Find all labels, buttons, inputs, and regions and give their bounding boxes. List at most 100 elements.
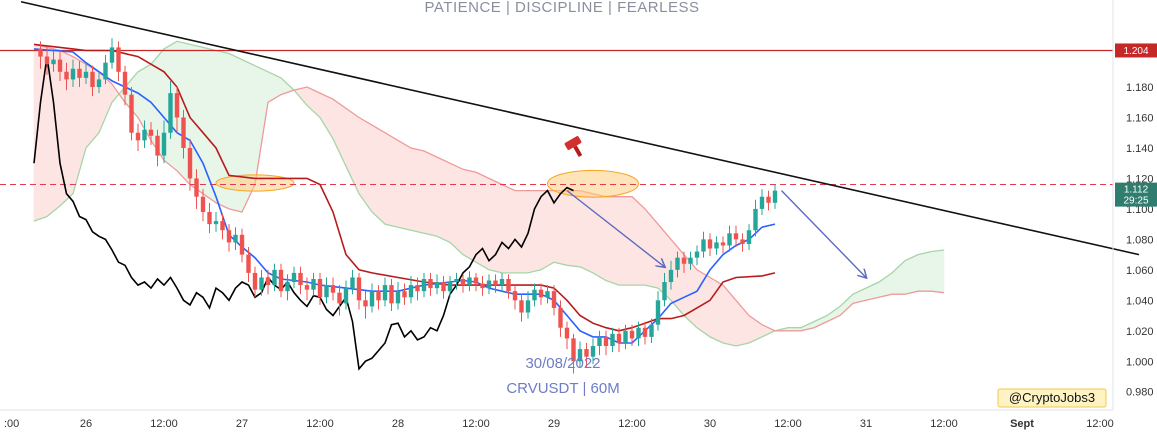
time-tick-label: :00 xyxy=(4,418,19,430)
candle-body xyxy=(356,277,362,301)
candle-body xyxy=(532,289,537,301)
cloud-segment xyxy=(612,196,620,286)
candle xyxy=(226,224,232,252)
cloud-segment xyxy=(384,132,392,227)
candle xyxy=(519,294,524,322)
candle-body xyxy=(746,230,752,244)
cloud-segment xyxy=(930,250,938,293)
cloud-segment xyxy=(540,190,548,271)
candle xyxy=(642,321,648,345)
candle xyxy=(168,80,173,139)
time-tick-label: 12:00 xyxy=(1086,418,1114,430)
candle xyxy=(766,190,771,211)
cloud-segment xyxy=(638,202,646,286)
candle-body xyxy=(740,239,745,244)
cloud-segment xyxy=(729,291,737,347)
candle-body xyxy=(636,327,641,339)
candle xyxy=(649,318,654,343)
candle xyxy=(83,62,89,84)
candle xyxy=(109,38,115,69)
price-tick-label: 1.140 xyxy=(1126,143,1154,155)
candle xyxy=(272,263,277,292)
candle-body xyxy=(291,272,297,283)
time-tick-label: 27 xyxy=(236,418,248,430)
price-tick-label: 1.180 xyxy=(1126,82,1154,94)
highlight-zones xyxy=(215,169,639,198)
candle-body xyxy=(421,278,427,292)
candle xyxy=(324,277,329,304)
candle-body xyxy=(597,336,602,347)
candle xyxy=(480,275,485,296)
time-axis[interactable]: :00 26 12:00 27 12:00 28 12:00 29 12:00 30 12:00 31… xyxy=(4,418,1114,430)
candle-body xyxy=(116,47,121,72)
cloud-segment xyxy=(378,128,386,225)
time-tick-label: Sept xyxy=(1010,418,1034,430)
cloud-segment xyxy=(917,252,925,292)
highlight-zone xyxy=(215,174,295,192)
cloud-segment xyxy=(358,116,366,204)
candle-body xyxy=(447,282,453,292)
candle-body xyxy=(38,48,43,57)
candle-body xyxy=(161,132,167,156)
candle xyxy=(330,277,336,301)
resistance-badge-bg xyxy=(1115,43,1157,58)
candle-body xyxy=(213,221,219,225)
candle-body xyxy=(389,285,394,304)
candle-body xyxy=(460,278,466,286)
candle xyxy=(135,123,141,152)
candle-body xyxy=(545,291,550,298)
candle xyxy=(753,199,758,237)
candle-body xyxy=(473,277,479,284)
candle-body xyxy=(623,330,628,343)
current-price-value: 1.112 xyxy=(1124,185,1149,196)
candle-body xyxy=(584,349,589,357)
candle-body xyxy=(577,349,583,362)
candle xyxy=(246,246,251,283)
candle-body xyxy=(512,291,518,301)
candle-body xyxy=(103,62,108,80)
candle-body xyxy=(122,71,128,95)
candle xyxy=(220,213,225,240)
candle-body xyxy=(603,336,609,347)
candle xyxy=(727,225,732,252)
candle xyxy=(213,211,219,232)
candle-body xyxy=(278,269,284,292)
candle-body xyxy=(57,59,63,72)
candle xyxy=(590,338,596,365)
candle xyxy=(90,65,95,97)
price-tick-label: 1.100 xyxy=(1126,204,1154,216)
candle xyxy=(285,274,290,301)
candle-body xyxy=(772,190,778,203)
candle-body xyxy=(363,300,368,307)
gavel-icon xyxy=(564,136,583,157)
candle-body xyxy=(298,272,303,286)
candle xyxy=(38,41,43,69)
candle xyxy=(454,272,459,290)
candle xyxy=(597,330,602,356)
cloud-segment xyxy=(410,147,418,233)
candle xyxy=(122,65,128,106)
candle-body xyxy=(142,129,147,141)
cloud-segment xyxy=(586,191,594,274)
candle-body xyxy=(688,257,693,264)
candle xyxy=(382,277,388,307)
candle-body xyxy=(194,178,199,197)
candle xyxy=(70,59,76,88)
cloud-segment xyxy=(365,120,373,213)
candle xyxy=(291,266,297,289)
candle-body xyxy=(428,278,433,289)
price-axis[interactable]: 1.180 1.160 1.140 1.120 1.100 1.080 1.060 1.040… xyxy=(1126,82,1154,399)
cloud-segment xyxy=(196,45,204,195)
candle-body xyxy=(499,278,505,286)
candle xyxy=(564,321,570,350)
candle xyxy=(402,283,407,305)
candle-body xyxy=(766,196,771,203)
candle-body xyxy=(564,327,570,339)
candle-body xyxy=(395,291,401,304)
candle xyxy=(389,278,394,311)
candle xyxy=(441,275,446,299)
candle-body xyxy=(317,278,323,298)
candle-body xyxy=(155,135,160,156)
candle-body xyxy=(64,71,69,80)
